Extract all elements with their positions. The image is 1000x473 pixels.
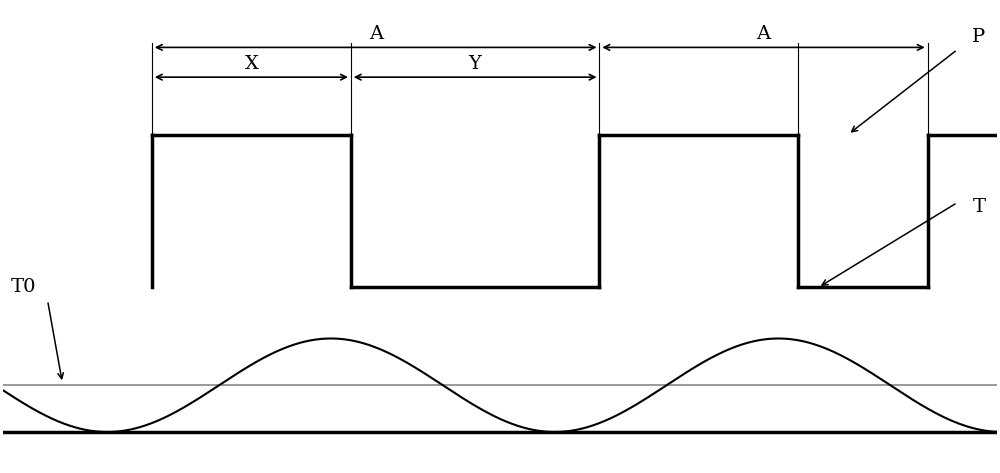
- Text: A: A: [756, 25, 771, 43]
- Text: X: X: [244, 55, 258, 73]
- Text: A: A: [369, 25, 383, 43]
- Text: T: T: [972, 198, 985, 216]
- Text: P: P: [972, 28, 986, 46]
- Text: Y: Y: [469, 55, 482, 73]
- Text: T0: T0: [11, 279, 36, 297]
